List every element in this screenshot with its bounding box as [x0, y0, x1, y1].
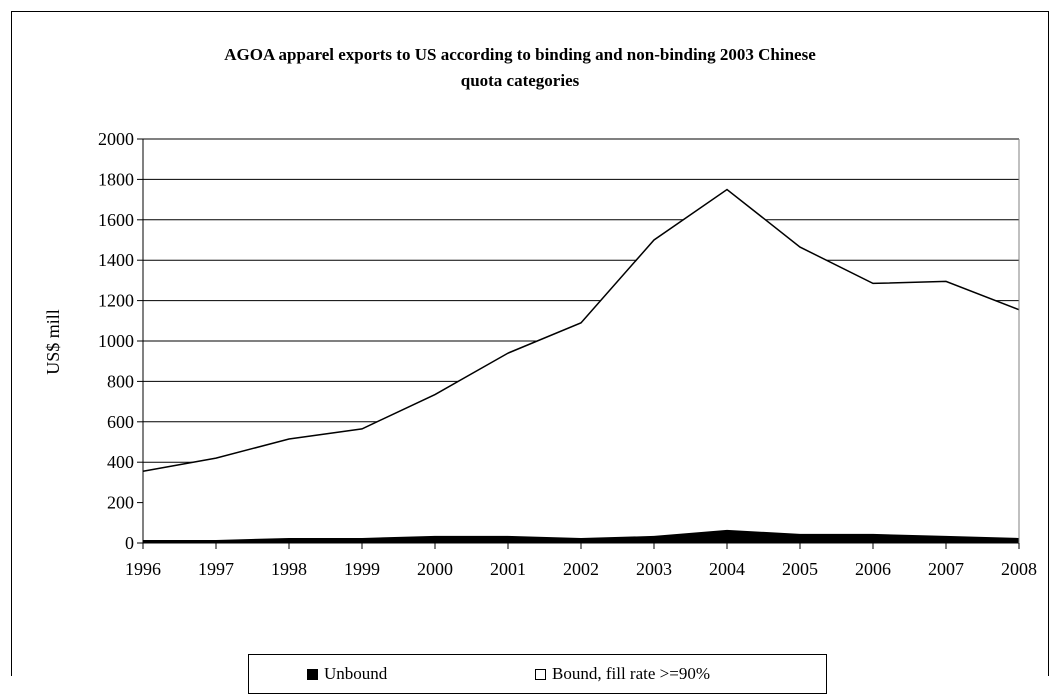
- x-tick-label-2002: 2002: [563, 559, 599, 579]
- chart-title: AGOA apparel exports to US according to …: [120, 42, 920, 94]
- x-tick-label-2004: 2004: [709, 559, 745, 579]
- x-tick-label-2007: 2007: [928, 559, 964, 579]
- x-tick-label-2008: 2008: [1001, 559, 1037, 579]
- x-tick-label-1998: 1998: [271, 559, 307, 579]
- data-point-1-1999: [361, 428, 363, 430]
- area-series-1: [143, 189, 1019, 540]
- legend-label-bound: Bound, fill rate >=90%: [552, 664, 710, 683]
- data-point-1-2001: [507, 352, 509, 354]
- legend-item-unbound: Unbound: [307, 664, 387, 684]
- x-tick-label-1996: 1996: [125, 559, 161, 579]
- data-point-1-2004: [726, 189, 728, 190]
- chart-title-line-1: AGOA apparel exports to US according to …: [224, 45, 816, 64]
- data-point-1-1998: [288, 438, 290, 440]
- area-series-0: [143, 529, 1019, 543]
- data-point-1-2005: [799, 246, 801, 248]
- area-series: [142, 188, 1020, 543]
- legend: Unbound Bound, fill rate >=90%: [248, 654, 827, 694]
- y-tick-label-1600: 1600: [98, 210, 134, 230]
- data-point-1-1997: [215, 457, 217, 459]
- y-axis-label: US$ mill: [43, 309, 63, 375]
- x-tick-label-2001: 2001: [490, 559, 526, 579]
- data-point-1-2000: [434, 394, 436, 396]
- y-tick-label-400: 400: [107, 452, 134, 472]
- x-tick-label-2005: 2005: [782, 559, 818, 579]
- y-tick-label-0: 0: [125, 533, 134, 553]
- y-tick-label-800: 800: [107, 371, 134, 391]
- chart-title-line-2: quota categories: [460, 71, 580, 90]
- y-tick-label-1400: 1400: [98, 250, 134, 270]
- y-tick-label-2000: 2000: [98, 129, 134, 149]
- x-tick-label-1999: 1999: [344, 559, 380, 579]
- x-tick-label-2006: 2006: [855, 559, 891, 579]
- legend-label-unbound: Unbound: [324, 664, 388, 683]
- legend-swatch-bound: [535, 668, 546, 680]
- x-tick-label-2003: 2003: [636, 559, 672, 579]
- x-tick-label-1997: 1997: [198, 559, 234, 579]
- y-tick-label-600: 600: [107, 412, 134, 432]
- x-tick-label-2000: 2000: [417, 559, 453, 579]
- data-point-1-2007: [945, 280, 947, 282]
- legend-item-bound: Bound, fill rate >=90%: [535, 664, 710, 684]
- data-point-1-2002: [580, 322, 582, 324]
- y-tick-label-1000: 1000: [98, 331, 134, 351]
- y-tick-label-1200: 1200: [98, 291, 134, 311]
- data-point-1-2006: [872, 282, 874, 284]
- y-tick-label-200: 200: [107, 493, 134, 513]
- axes: 0 200 400 600 800 1000 1200 1400 1600 1800 2000 199…: [98, 129, 1037, 579]
- data-point-1-2003: [653, 239, 655, 241]
- y-tick-label-1800: 1800: [98, 169, 134, 189]
- area-chart: 0 200 400 600 800 1000 1200 1400 1600 1800 2000 199…: [43, 129, 1037, 579]
- legend-swatch-unbound: [307, 668, 318, 680]
